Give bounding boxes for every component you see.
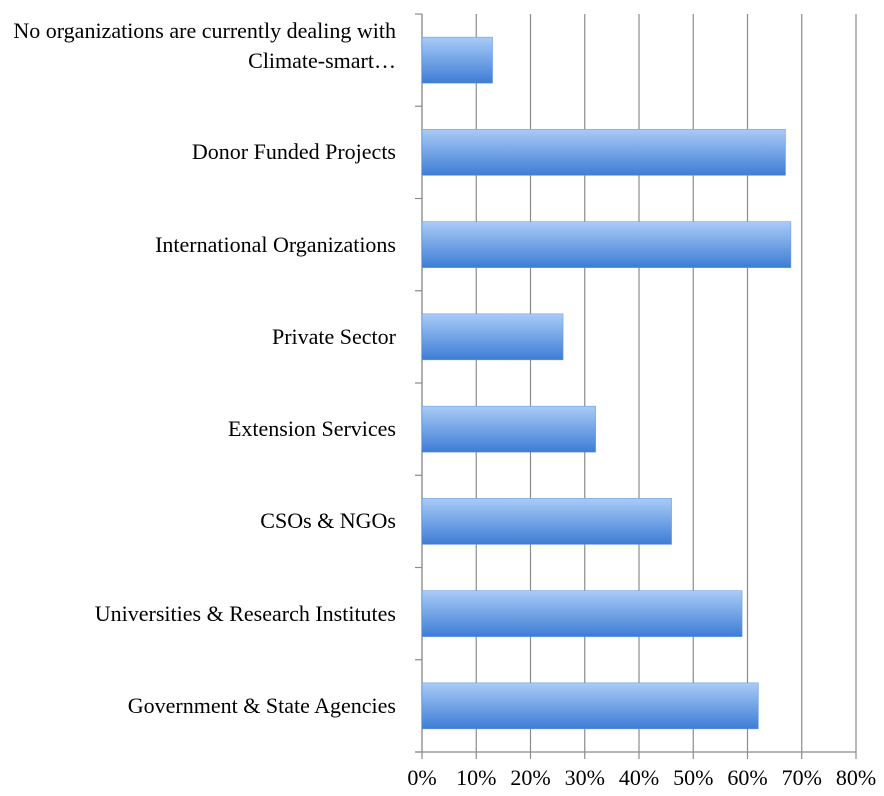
bar: [421, 590, 743, 637]
x-tick-label: 70%: [782, 765, 822, 790]
y-tick-label: Private Sector: [271, 323, 396, 349]
y-tick-label: International Organizations: [155, 231, 396, 257]
x-tick-label: 10%: [456, 765, 496, 790]
x-tick-label: 30%: [565, 765, 605, 790]
y-tick-label: Donor Funded Projects: [191, 139, 396, 165]
y-tick-label: Government & State Agencies: [127, 692, 396, 718]
y-tick-label: CSOs & NGOs: [260, 508, 396, 534]
bar: [421, 36, 493, 84]
bar: [421, 405, 596, 453]
x-tick-label: 20%: [510, 765, 550, 790]
bar: [421, 682, 759, 730]
bar: [421, 313, 564, 361]
bar: [421, 498, 672, 545]
x-tick-label: 60%: [727, 765, 767, 790]
bar: [421, 221, 792, 268]
x-tick-label: 80%: [836, 765, 876, 790]
bar: [421, 129, 786, 176]
y-tick-label: No organizations are currently dealing w…: [13, 18, 396, 74]
y-tick-label: Extension Services: [227, 416, 396, 442]
y-tick-label: Universities & Research Institutes: [94, 600, 396, 626]
x-tick-label: 50%: [673, 765, 713, 790]
x-tick-label: 0%: [407, 765, 436, 790]
x-tick-label: 40%: [619, 765, 659, 790]
